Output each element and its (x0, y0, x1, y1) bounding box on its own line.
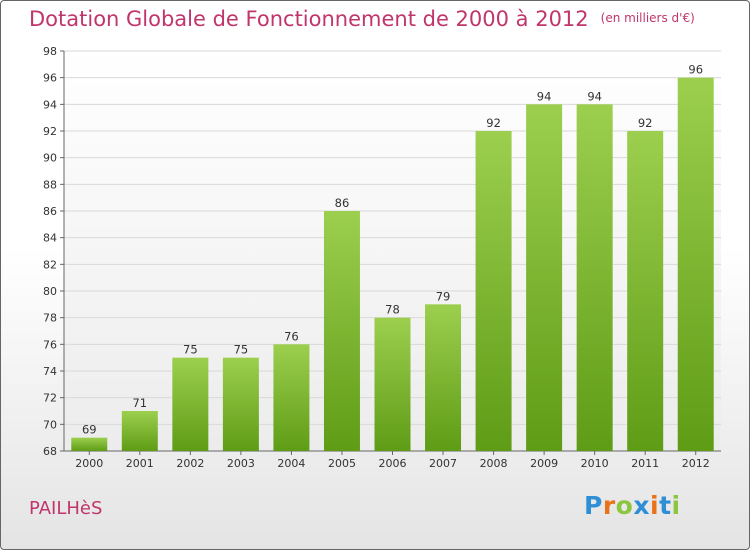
y-tick-label: 96 (43, 72, 57, 85)
logo-letter: o (615, 491, 634, 520)
y-tick-label: 94 (43, 98, 57, 111)
chart-unit: (en milliers d'€) (600, 11, 695, 25)
y-tick-label: 88 (43, 178, 57, 191)
x-tick-label: 2005 (328, 457, 356, 470)
logo-letter: x (633, 491, 650, 520)
bar-value-label: 69 (82, 423, 97, 437)
y-tick-label: 78 (43, 312, 57, 325)
logo-letter: i (671, 491, 681, 520)
y-tick-label: 72 (43, 392, 57, 405)
y-tick-label: 80 (43, 285, 57, 298)
x-tick-label: 2010 (581, 457, 609, 470)
y-tick-label: 90 (43, 152, 57, 165)
bar (323, 211, 360, 451)
y-tick-label: 68 (43, 445, 57, 458)
x-tick-label: 2001 (126, 457, 154, 470)
bar-value-label: 92 (486, 116, 501, 130)
bar (627, 131, 664, 451)
bar (273, 344, 310, 451)
logo-letter: t (659, 491, 672, 520)
x-tick-label: 2004 (277, 457, 305, 470)
logo-letter: r (602, 491, 616, 520)
y-tick-label: 70 (43, 418, 57, 431)
y-tick-label: 86 (43, 205, 57, 218)
bar-value-label: 86 (335, 196, 350, 210)
bar-value-label: 76 (284, 329, 299, 343)
proxiti-logo: Proxiti (584, 491, 681, 520)
bar-value-label: 71 (132, 396, 147, 410)
bar (222, 357, 259, 451)
x-tick-label: 2007 (429, 457, 457, 470)
x-tick-label: 2011 (631, 457, 659, 470)
bar-value-label: 94 (587, 89, 602, 103)
bar-value-label: 94 (537, 89, 552, 103)
x-tick-label: 2012 (682, 457, 710, 470)
y-tick-label: 84 (43, 232, 57, 245)
bar (71, 437, 108, 451)
x-tick-label: 2008 (480, 457, 508, 470)
bar-value-label: 78 (385, 303, 400, 317)
commune-name: PAILHèS (29, 498, 103, 519)
y-tick-label: 76 (43, 338, 57, 351)
bar-value-label: 96 (688, 63, 703, 77)
bar-value-label: 79 (436, 289, 451, 303)
bar (526, 104, 563, 451)
y-tick-label: 92 (43, 125, 57, 138)
bar (121, 411, 158, 451)
bar-value-label: 75 (183, 343, 198, 357)
logo-letter: P (584, 491, 603, 520)
bar-value-label: 92 (638, 116, 653, 130)
x-tick-label: 2006 (379, 457, 407, 470)
logo-letter: i (650, 491, 660, 520)
bar (172, 357, 209, 451)
y-tick-label: 82 (43, 258, 57, 271)
bar (475, 131, 512, 451)
bar (425, 304, 462, 451)
chart-title: Dotation Globale de Fonctionnement de 20… (29, 7, 589, 31)
x-tick-label: 2009 (530, 457, 558, 470)
bar (374, 317, 411, 451)
x-tick-label: 2002 (176, 457, 204, 470)
y-tick-label: 74 (43, 365, 57, 378)
y-tick-label: 98 (43, 45, 57, 58)
bar-value-label: 75 (234, 343, 249, 357)
bar (576, 104, 613, 451)
chart-header: Dotation Globale de Fonctionnement de 20… (29, 7, 695, 31)
x-tick-label: 2003 (227, 457, 255, 470)
bar (677, 77, 714, 452)
x-tick-label: 2000 (75, 457, 103, 470)
